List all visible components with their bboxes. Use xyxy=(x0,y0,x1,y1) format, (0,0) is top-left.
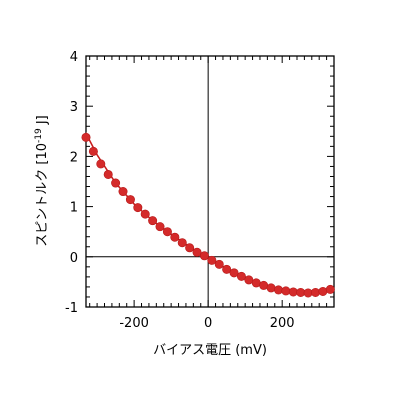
data-point xyxy=(229,268,239,278)
y-tick-label: 0 xyxy=(70,251,78,266)
y-axis-title: スピントルク [10-19 J] xyxy=(34,115,50,247)
y-tick-label: 2 xyxy=(70,150,78,165)
data-point xyxy=(133,203,143,213)
data-point xyxy=(96,159,106,169)
data-point xyxy=(192,247,202,257)
x-tick-label: -200 xyxy=(119,316,149,331)
data-point xyxy=(177,238,187,248)
data-point xyxy=(118,187,128,197)
data-point xyxy=(266,283,276,293)
y-tick-label: 4 xyxy=(70,50,78,65)
data-point xyxy=(310,287,320,297)
data-point xyxy=(111,178,121,188)
data-point xyxy=(236,271,246,281)
y-axis-title-exponent: -19 xyxy=(34,128,44,143)
data-point xyxy=(273,285,283,295)
y-axis-title-unit: J] xyxy=(35,115,50,128)
data-point xyxy=(199,251,209,261)
y-axis-title-main: スピントルク [10 xyxy=(35,143,50,247)
y-tick-label: 1 xyxy=(70,201,78,216)
plot-frame xyxy=(85,55,335,308)
data-point xyxy=(281,286,291,296)
data-point xyxy=(207,255,217,265)
data-point xyxy=(170,232,180,242)
data-point xyxy=(148,216,158,226)
y-tick-label: 3 xyxy=(70,100,78,115)
x-axis-title: バイアス電圧 (mV) xyxy=(153,343,267,358)
data-point xyxy=(214,259,224,269)
data-point xyxy=(155,222,165,232)
data-point xyxy=(81,132,91,142)
data-point xyxy=(103,169,113,179)
x-tick-label: 200 xyxy=(270,316,295,331)
data-point xyxy=(162,227,172,237)
data-point xyxy=(318,286,328,296)
data-point xyxy=(125,195,135,205)
x-tick-label: 0 xyxy=(204,316,212,331)
data-point xyxy=(325,284,335,294)
data-point xyxy=(222,264,232,274)
data-point xyxy=(88,146,98,156)
data-point xyxy=(140,209,150,219)
data-point xyxy=(185,243,195,253)
y-tick-label: -1 xyxy=(65,301,78,316)
